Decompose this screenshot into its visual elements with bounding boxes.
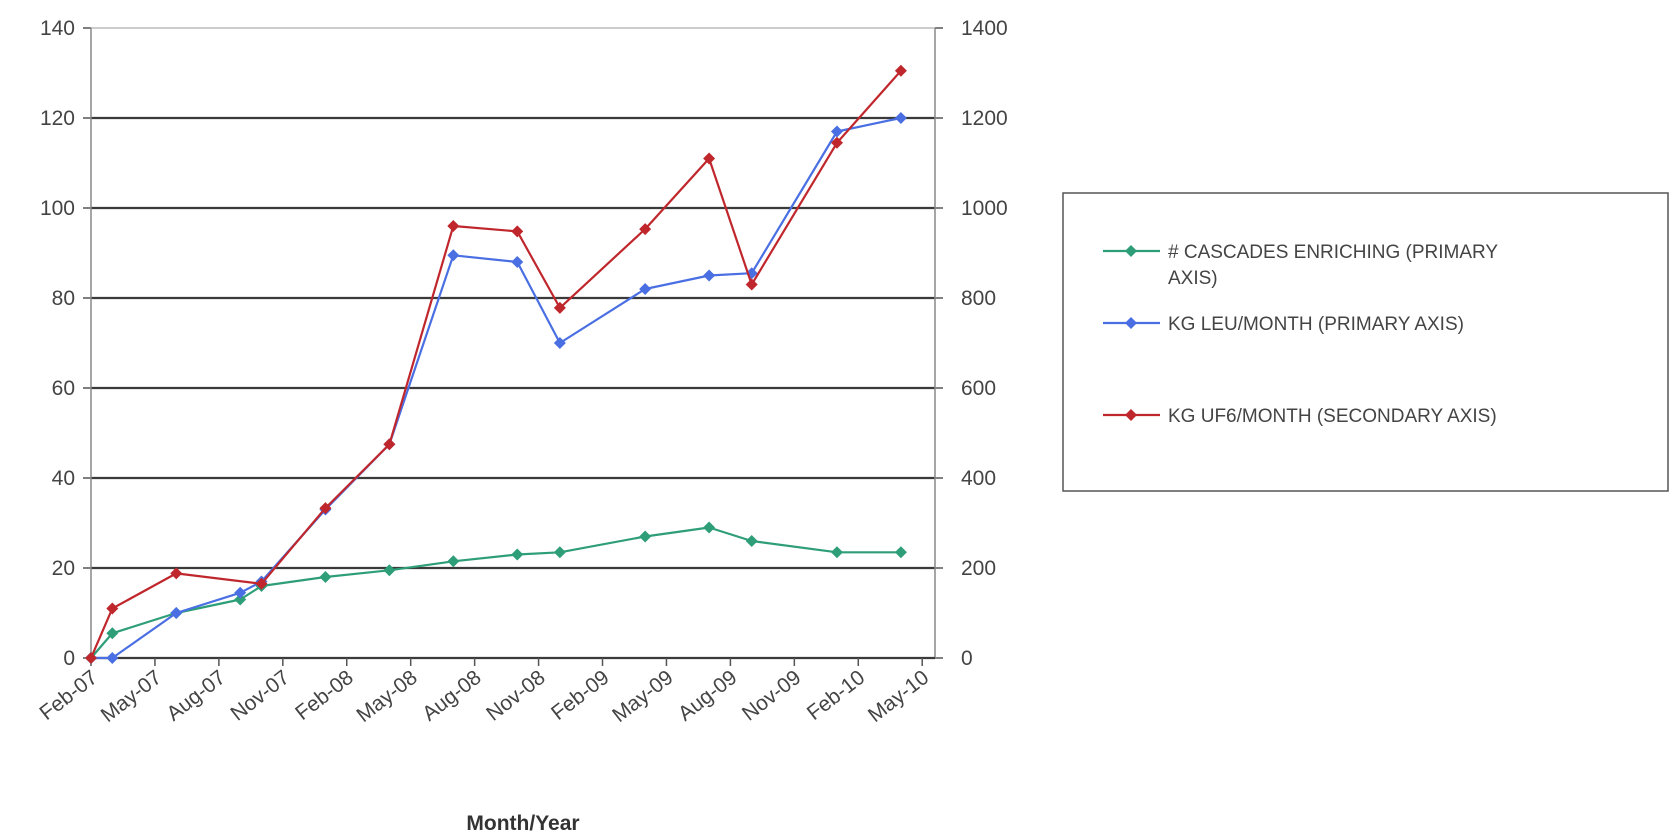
data-point — [553, 301, 566, 314]
data-point — [511, 256, 524, 268]
data-point — [170, 607, 183, 619]
data-point — [106, 627, 119, 640]
y2-tick-label: 200 — [961, 557, 996, 580]
data-point — [106, 652, 119, 664]
data-point — [830, 136, 843, 149]
x-axis-label: Month/Year — [466, 812, 579, 835]
data-point — [639, 223, 652, 236]
y2-tick-label: 1400 — [961, 17, 1008, 40]
y2-tick-label: 400 — [961, 467, 996, 490]
data-point — [553, 337, 566, 349]
data-point — [639, 283, 652, 295]
y2-tick-label: 1000 — [961, 197, 1008, 220]
legend-swatch-marker — [1125, 245, 1137, 257]
y-tick-label: 120 — [40, 107, 75, 130]
gridlines — [91, 27, 935, 570]
y2-tick-label: 600 — [961, 377, 996, 400]
y-tick-label: 60 — [52, 377, 75, 400]
series-1 — [85, 521, 907, 664]
legend-swatch-marker — [1125, 409, 1137, 421]
legend: # CASCADES ENRICHING (PRIMARY AXIS) KG LEU… — [1062, 192, 1669, 492]
y-tick-label: 0 — [63, 647, 75, 670]
series-line — [89, 70, 902, 659]
legend-entry-1: # CASCADES ENRICHING (PRIMARY AXIS) — [1103, 242, 1498, 289]
data-point — [703, 152, 716, 165]
legend-box — [1062, 192, 1669, 492]
secondary-y-tick-labels: 0 200 400 600 800 1000 1200 1400 — [961, 17, 1008, 670]
y-tick-label: 140 — [40, 17, 75, 40]
data-point — [85, 652, 97, 664]
axes — [83, 27, 943, 666]
data-point — [234, 593, 247, 606]
data-point — [319, 502, 332, 515]
data-point — [447, 220, 460, 232]
legend-swatch-marker — [1125, 317, 1137, 329]
series-3 — [85, 64, 907, 664]
y-tick-label: 100 — [40, 197, 75, 220]
data-point — [383, 438, 396, 451]
y2-tick-label: 0 — [961, 647, 973, 670]
data-point — [703, 269, 716, 282]
legend-entry-2: KG LEU/MONTH (PRIMARY AXIS) — [1103, 314, 1464, 335]
data-point — [447, 249, 460, 262]
data-point — [830, 125, 843, 138]
data-point — [234, 586, 247, 599]
data-point — [894, 546, 907, 559]
data-point — [170, 567, 183, 580]
legend-label: # CASCADES ENRICHING (PRIMARY AXIS) — [1168, 242, 1498, 289]
data-point — [255, 577, 268, 590]
legend-label: KG UF6/MONTH (SECONDARY AXIS) — [1168, 406, 1497, 427]
data-point — [511, 548, 524, 561]
legend-entry-3: KG UF6/MONTH (SECONDARY AXIS) — [1103, 406, 1497, 427]
y2-tick-label: 800 — [961, 287, 996, 310]
data-point — [703, 521, 716, 534]
data-point — [553, 546, 566, 559]
primary-y-tick-labels: 0 20 40 60 80 100 120 140 — [40, 17, 75, 670]
data-point — [830, 546, 843, 559]
y-tick-label: 40 — [52, 467, 75, 490]
data-point — [383, 564, 396, 577]
data-point — [447, 555, 460, 568]
series — [85, 64, 907, 664]
data-point — [745, 278, 758, 291]
data-point — [894, 64, 907, 77]
y-tick-label: 20 — [52, 557, 75, 580]
data-point — [745, 535, 758, 547]
legend-label: KG LEU/MONTH (PRIMARY AXIS) — [1168, 314, 1464, 335]
data-point — [894, 112, 907, 124]
y2-tick-label: 1200 — [961, 107, 1008, 130]
data-point — [106, 602, 119, 615]
data-point — [319, 571, 332, 583]
data-point — [511, 225, 524, 238]
y-tick-label: 80 — [52, 287, 75, 310]
data-point — [639, 530, 652, 543]
